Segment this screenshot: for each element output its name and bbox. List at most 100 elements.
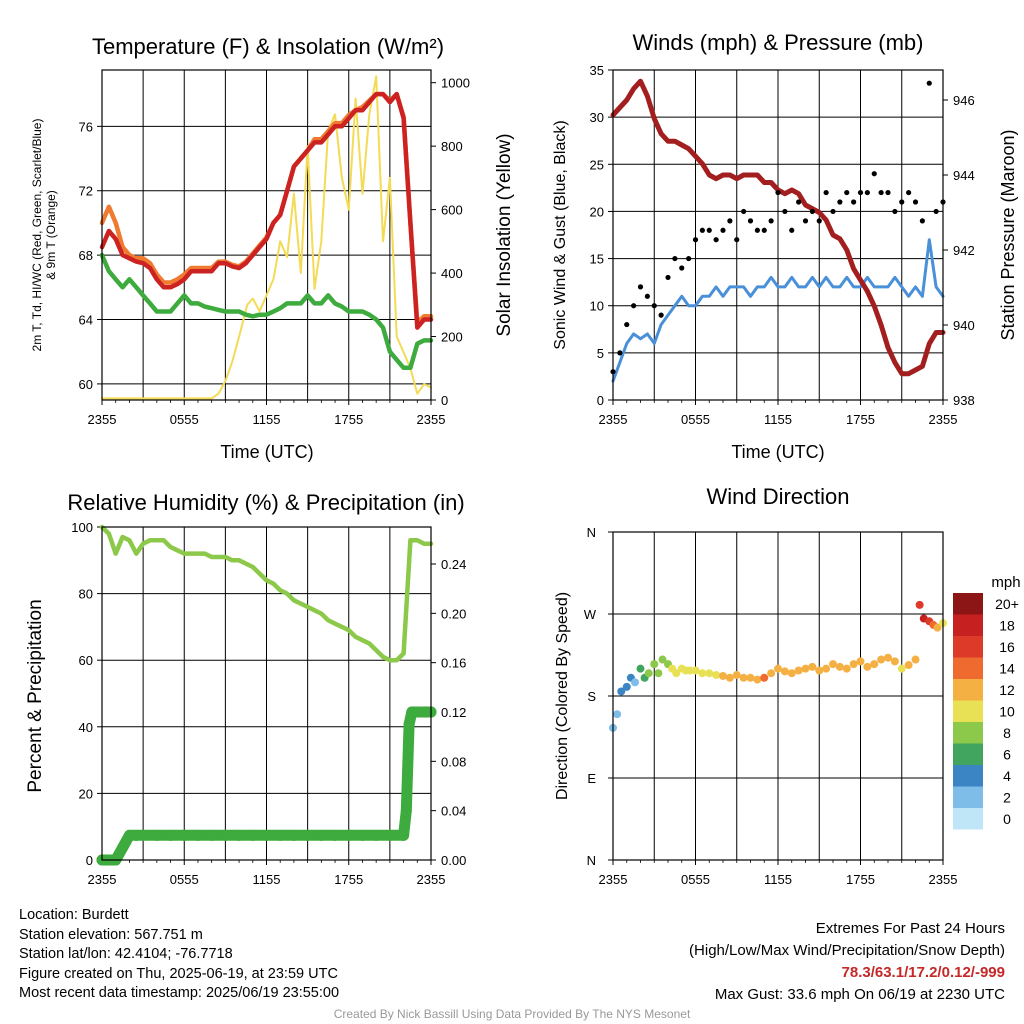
precip-point (288, 829, 300, 841)
gust-point (699, 227, 705, 233)
gust-point (864, 189, 870, 196)
gust-point (679, 265, 685, 271)
direction-point (725, 673, 734, 682)
y-tick-label: 10 (590, 299, 604, 314)
figure-created: Figure created on Thu, 2025-06-19, at 23… (19, 965, 338, 982)
direction-point (801, 664, 810, 673)
y-tick-label: E (587, 771, 596, 786)
y-tick-label: W (584, 607, 597, 622)
precip-point (274, 829, 286, 841)
precip-point (247, 829, 259, 841)
y-tick-label: 60 (79, 377, 93, 392)
y-right-tick-label: 800 (441, 139, 463, 154)
colorbar-swatch (953, 765, 983, 787)
x-tick-label: 2355 (929, 412, 958, 427)
direction-point (686, 666, 694, 675)
direction-point (911, 655, 920, 664)
humidity-precip-chart: 2355 0555 1155 1755 2355 0 20 40 60 80 100 0.00 0.04… (71, 520, 466, 887)
precip-point (192, 829, 204, 841)
gust-point (789, 227, 795, 233)
x-tick-label: 1755 (846, 872, 875, 887)
wdir-ylabel-left: Direction (Colored By Speed) (554, 592, 571, 800)
colorbar-label: 0 (1003, 811, 1011, 827)
x-tick-label: 1155 (253, 872, 281, 887)
gust-point (885, 189, 891, 196)
precip-point (117, 842, 129, 854)
gust-point (892, 208, 898, 215)
direction-point (732, 671, 741, 680)
x-tick-label: 2355 (417, 872, 446, 887)
y-right-tick-label: 940 (953, 318, 975, 333)
series-line-sonic-wind (611, 238, 945, 383)
colorbar-label: 10 (999, 703, 1015, 719)
wind-panel-title: Winds (mph) & Pressure (mb) (633, 30, 924, 55)
precip-point (261, 829, 272, 841)
y-tick-label: 68 (79, 248, 93, 263)
extremes-values: 78.3/63.1/17.2/0.12/-999 (841, 964, 1005, 981)
gust-point (912, 199, 919, 205)
precip-point (302, 829, 314, 841)
colorbar-title: mph (991, 574, 1020, 591)
gust-point (672, 255, 678, 262)
direction-point (787, 669, 796, 678)
direction-point (698, 669, 707, 678)
gust-point (631, 303, 637, 309)
gust-point (837, 199, 843, 205)
gust-point (899, 199, 905, 205)
direction-point (863, 662, 872, 671)
gust-point (686, 255, 692, 262)
gust-point (782, 208, 788, 215)
plot-frame (612, 69, 944, 401)
gust-point (906, 189, 912, 196)
direction-point (636, 664, 645, 673)
y-tick-label: 15 (590, 252, 604, 267)
gust-point (919, 218, 925, 224)
gust-point (754, 227, 760, 233)
x-tick-label: 0555 (681, 412, 710, 427)
direction-point (780, 667, 789, 676)
direction-point (719, 671, 727, 680)
gust-point (617, 350, 623, 356)
gust-point (775, 189, 781, 196)
gust-point (761, 227, 767, 233)
y-right-tick-label: 942 (953, 243, 975, 258)
y-right-tick-label: 400 (441, 266, 463, 281)
series-line-relative-humidity (99, 524, 434, 663)
direction-point (884, 653, 892, 662)
colorbar-label: 12 (999, 682, 1015, 698)
rh-panel-title: Relative Humidity (%) & Precipitation (i… (67, 490, 464, 515)
station-latlon: Station lat/lon: 42.4104; -76.7718 (19, 946, 233, 962)
colorbar-label: 6 (1003, 746, 1011, 762)
x-tick-label: 0555 (170, 872, 199, 887)
gust-point (747, 218, 754, 224)
station-elevation: Station elevation: 567.751 m (19, 926, 203, 943)
y-tick-label: 5 (597, 346, 604, 361)
x-tick-label: 1155 (764, 412, 792, 427)
direction-point (712, 671, 721, 680)
precip-point (403, 718, 415, 730)
colorbar-label: 2 (1003, 789, 1011, 805)
direction-point (835, 662, 844, 671)
x-tick-label: 2355 (88, 872, 117, 887)
direction-point (658, 655, 667, 664)
precip-point (411, 706, 423, 718)
direction-point (877, 655, 886, 664)
y-right-tick-label: 0.16 (441, 656, 466, 671)
direction-point (746, 673, 755, 682)
direction-point (890, 657, 899, 666)
y-right-tick-label: 944 (953, 168, 975, 183)
credit-line: Created By Nick Bassill Using Data Provi… (333, 1007, 691, 1021)
wind-ylabel-left: Sonic Wind & Gust (Blue, Black) (552, 120, 569, 349)
direction-point (691, 666, 700, 675)
direction-point (613, 710, 622, 719)
x-tick-label: 2355 (417, 412, 446, 427)
plot-frame (612, 531, 944, 861)
gust-point (624, 321, 630, 328)
direction-point (774, 664, 782, 673)
y-right-tick-label: 946 (953, 93, 975, 108)
gust-point (720, 227, 726, 233)
y-right-tick-label: 600 (441, 203, 463, 218)
wind-xlabel: Time (UTC) (731, 442, 824, 462)
